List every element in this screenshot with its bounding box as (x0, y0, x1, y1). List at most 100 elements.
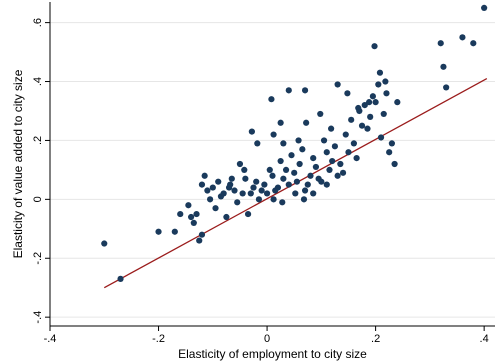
data-point-92 (317, 110, 324, 118)
data-point-42 (285, 181, 292, 188)
data-point-60 (334, 172, 341, 179)
data-point-0 (101, 240, 108, 247)
data-point-43 (288, 152, 295, 159)
data-point-63 (342, 131, 349, 138)
data-point-74 (372, 99, 379, 106)
data-point-48 (301, 187, 309, 194)
data-point-107 (285, 87, 292, 94)
data-point-83 (185, 202, 192, 209)
data-point-78 (383, 90, 390, 97)
x-tick-label-2: 0 (264, 333, 270, 345)
data-point-109 (277, 119, 284, 126)
data-point-71 (364, 125, 371, 132)
data-point-112 (440, 63, 447, 70)
data-point-86 (241, 166, 248, 173)
data-point-73 (369, 93, 376, 100)
data-point-56 (323, 149, 330, 156)
data-point-41 (282, 166, 290, 173)
data-point-54 (318, 178, 325, 185)
x-axis-label: Elasticity of employment to city size (178, 347, 367, 361)
data-point-24 (239, 190, 246, 197)
axes-layer: -.4 -.2 0 .2 .4 -.4 -.2 0 .2 .4 .6 (32, 2, 495, 345)
data-point-87 (248, 128, 255, 135)
data-point-11 (201, 172, 208, 179)
data-point-33 (261, 181, 268, 188)
data-point-25 (242, 175, 249, 182)
data-point-1 (117, 275, 124, 282)
data-point-47 (299, 146, 306, 153)
y-tick-label-1: -.2 (32, 252, 44, 265)
data-point-23 (236, 160, 244, 168)
data-point-8 (196, 237, 203, 244)
data-point-65 (348, 116, 355, 123)
data-point-44 (291, 169, 298, 176)
data-point-5 (187, 213, 195, 221)
data-point-50 (307, 172, 314, 179)
data-point-15 (215, 178, 222, 185)
data-point-116 (481, 4, 488, 11)
data-point-66 (350, 140, 358, 147)
data-point-84 (206, 196, 214, 203)
data-point-88 (270, 131, 277, 138)
data-point-62 (339, 169, 347, 176)
data-point-115 (470, 40, 477, 47)
data-point-82 (394, 99, 401, 106)
data-point-40 (280, 175, 287, 182)
data-point-59 (331, 143, 339, 150)
data-point-28 (250, 184, 257, 191)
data-point-10 (198, 181, 206, 188)
y-tick-label-5: .6 (32, 18, 44, 27)
data-point-20 (228, 175, 235, 182)
data-point-96 (365, 99, 373, 106)
data-point-31 (255, 196, 263, 203)
data-point-14 (212, 205, 219, 212)
data-point-3 (171, 228, 178, 235)
data-point-67 (353, 155, 360, 162)
data-point-111 (437, 40, 444, 47)
x-tick-label-0: -.4 (44, 333, 57, 345)
y-tick-label-4: .4 (32, 77, 44, 86)
data-point-85 (227, 181, 234, 188)
data-point-80 (388, 140, 395, 147)
data-point-32 (258, 187, 265, 194)
data-point-104 (310, 190, 317, 197)
data-point-90 (295, 137, 302, 144)
data-point-110 (334, 81, 341, 88)
data-point-4 (177, 210, 184, 218)
y-axis-label: Elasticity of value added to city size (11, 69, 25, 258)
data-point-76 (377, 134, 385, 141)
data-point-38 (274, 184, 282, 191)
data-point-17 (220, 190, 227, 197)
data-point-45 (293, 178, 301, 185)
data-point-100 (270, 196, 277, 203)
x-tick-label-4: .4 (480, 333, 489, 345)
data-point-97 (371, 43, 378, 50)
data-point-34 (263, 190, 271, 197)
data-point-22 (234, 199, 241, 206)
data-point-114 (459, 34, 466, 41)
data-point-12 (204, 187, 211, 194)
data-point-30 (254, 140, 261, 147)
data-point-75 (375, 81, 382, 88)
data-point-18 (223, 213, 230, 221)
data-point-91 (303, 119, 310, 126)
points-layer (101, 4, 488, 282)
data-point-94 (344, 90, 351, 97)
data-point-2 (155, 228, 162, 235)
data-point-113 (443, 84, 450, 91)
data-point-6 (190, 219, 197, 227)
data-point-98 (376, 69, 384, 76)
data-point-21 (231, 187, 238, 194)
y-tick-label-0: -.4 (32, 311, 44, 324)
data-point-108 (301, 87, 309, 94)
data-point-49 (304, 181, 311, 188)
data-point-9 (198, 231, 206, 238)
data-point-103 (300, 196, 308, 203)
data-point-13 (209, 184, 216, 191)
data-point-95 (355, 104, 362, 112)
data-point-101 (279, 199, 286, 206)
data-point-81 (391, 160, 398, 168)
x-tick-label-3: .2 (371, 333, 380, 345)
data-point-51 (310, 155, 317, 162)
